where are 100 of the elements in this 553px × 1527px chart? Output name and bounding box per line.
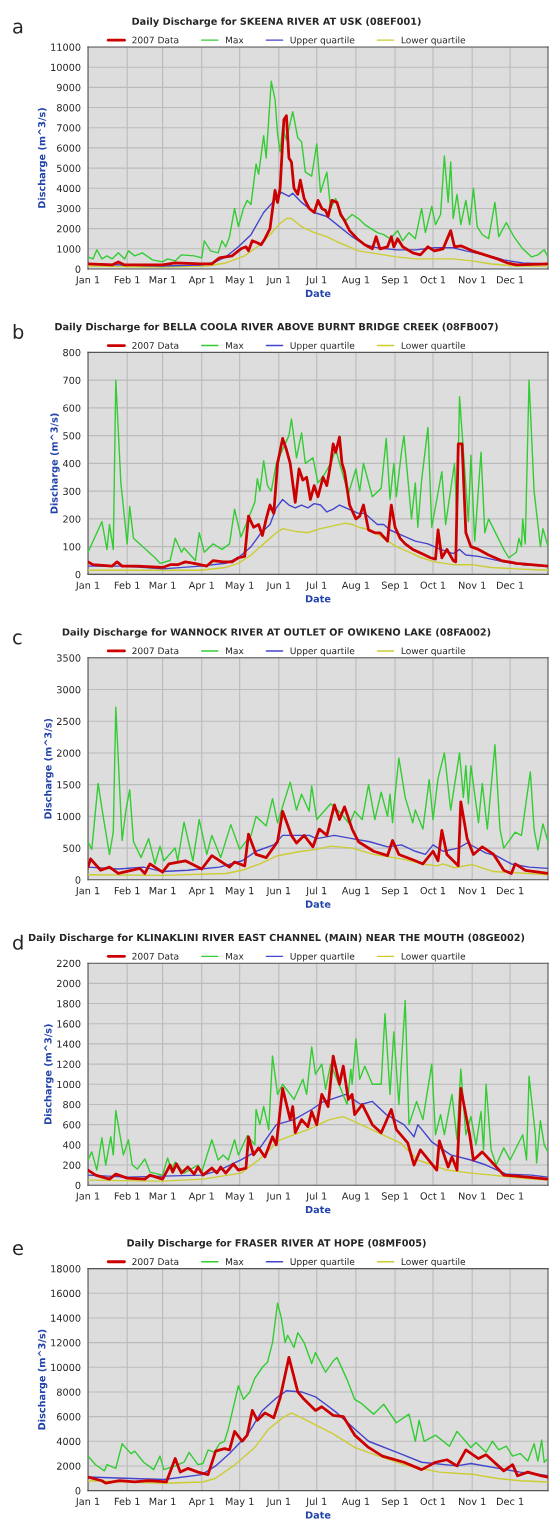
y-tick-label: 2000: [57, 979, 81, 988]
x-tick-label: Oct 1: [420, 276, 446, 284]
x-tick-label: May 1: [225, 1192, 254, 1202]
x-tick-label: Apr 1: [188, 887, 214, 897]
x-tick-label: Jan 1: [75, 1192, 100, 1202]
legend-label: Max: [226, 1258, 244, 1266]
x-axis-title: Date: [305, 1511, 331, 1519]
y-tick-label: 0: [75, 570, 81, 579]
y-tick-label: 16000: [51, 1289, 81, 1298]
x-tick-label: Dec 1: [497, 581, 524, 589]
x-tick-label: Aug 1: [341, 276, 370, 286]
line-series: [88, 80, 548, 263]
x-tick-label: May 1: [225, 581, 254, 591]
line-series: [88, 435, 548, 569]
y-tick-label: 3000: [57, 685, 81, 694]
line-series: [88, 1115, 548, 1182]
x-tick-label: Mar 1: [149, 581, 176, 589]
legend-label: Lower quartile: [401, 36, 466, 46]
y-tick-label: 8000: [56, 1388, 81, 1396]
x-axis-title: Date: [305, 900, 331, 908]
x-tick-label: Feb 1: [114, 1192, 140, 1200]
text: e: [13, 1244, 23, 1256]
x-tick-label: Dec 1: [497, 887, 524, 895]
y-tick-label: 10000: [51, 1363, 81, 1372]
y-tick-label: 8000: [56, 104, 81, 112]
legend-label: Max: [226, 647, 244, 655]
x-tick-label: Jul 1: [305, 1192, 327, 1202]
line-series: [88, 522, 548, 571]
x-tick-label: Feb 1: [114, 581, 140, 589]
y-tick-label: 400: [62, 459, 81, 468]
x-tick-label: Aug 1: [341, 581, 370, 591]
y-tick-label: 11000: [51, 43, 81, 51]
legend-label: Max: [226, 36, 244, 44]
line-series: [88, 706, 548, 865]
x-tick-label: Nov 1: [459, 581, 486, 589]
x-tick-label: Apr 1: [188, 581, 214, 591]
line-series: [88, 834, 548, 873]
x-tick-label: Jul 1: [305, 275, 327, 286]
x-tick-label: Sep 1: [381, 1192, 408, 1202]
chart-title: Daily Discharge for BELLA COOLA RIVER ABOVE BURNT BRIDGE CREEK (08FB007): [55, 322, 498, 333]
y-tick-label: 3500: [57, 654, 81, 662]
y-tick-label: 12000: [51, 1339, 81, 1347]
y-tick-label: 1000: [57, 812, 81, 821]
y-tick-label: 2000: [57, 749, 81, 757]
line-series: [88, 1054, 548, 1181]
y-tick-label: 18000: [51, 1265, 81, 1273]
text: b: [13, 323, 24, 340]
legend-label: Upper quartile: [290, 647, 355, 656]
x-tick-label: May 1: [225, 887, 254, 897]
x-tick-label: May 1: [225, 276, 254, 286]
y-tick-label: 200: [63, 515, 81, 523]
x-tick-label: Dec 1: [497, 276, 524, 284]
y-tick-label: 800: [63, 348, 81, 357]
y-tick-label: 0: [75, 876, 81, 884]
x-tick-label: Oct 1: [420, 886, 446, 895]
y-tick-label: 600: [63, 1121, 81, 1129]
x-tick-label: Nov 1: [459, 1192, 486, 1200]
y-tick-label: 1000: [57, 1080, 81, 1089]
x-tick-label: Dec 1: [497, 1497, 524, 1506]
x-tick-label: Dec 1: [497, 1192, 524, 1200]
x-tick-label: Mar 1: [149, 276, 176, 284]
legend-label: 2007 Data: [132, 647, 179, 655]
x-tick-label: Feb 1: [114, 275, 140, 284]
y-tick-label: 0: [75, 265, 81, 273]
y-tick-label: 300: [63, 487, 81, 495]
x-tick-label: Jun 1: [266, 887, 291, 897]
y-tick-label: 500: [63, 432, 81, 440]
x-tick-label: Jul 1: [305, 581, 327, 591]
x-tick-label: Jan 1: [75, 581, 100, 591]
y-axis-title: Discharge (m^3/s): [37, 108, 48, 208]
text: c: [13, 633, 22, 645]
x-tick-label: Aug 1: [341, 887, 370, 897]
x-tick-label: Mar 1: [149, 1497, 176, 1506]
x-tick-label: Apr 1: [188, 1497, 214, 1507]
legend-label: Lower quartile: [401, 952, 466, 962]
y-tick-label: 1000: [57, 245, 81, 253]
y-tick-label: 1600: [57, 1020, 81, 1028]
legend-label: Max: [226, 952, 244, 960]
line-series: [88, 1390, 548, 1481]
y-tick-label: 400: [62, 1141, 81, 1149]
y-tick-label: 4000: [56, 184, 81, 193]
chart-title: Daily Discharge for WANNOCK RIVER AT OUTLET OF OWIKENO LAKE (08FA002): [62, 628, 491, 638]
x-tick-label: Oct 1: [420, 1497, 446, 1506]
legend-label: Upper quartile: [290, 1258, 355, 1267]
x-tick-label: Jan 1: [75, 276, 100, 286]
x-axis-title: Date: [305, 1206, 331, 1214]
x-tick-label: Apr 1: [188, 1192, 214, 1202]
y-tick-label: 9000: [56, 83, 81, 92]
y-axis-title: Discharge (m^3/s): [44, 1024, 54, 1125]
x-tick-label: Feb 1: [114, 1497, 140, 1506]
x-axis-title: Date: [305, 289, 331, 298]
x-tick-label: Oct 1: [420, 581, 446, 589]
x-tick-label: Jun 1: [266, 1192, 291, 1202]
x-tick-label: Mar 1: [149, 887, 176, 895]
y-tick-label: 1800: [57, 1000, 81, 1008]
legend-label: Lower quartile: [401, 341, 466, 351]
legend-label: Upper quartile: [290, 36, 355, 46]
y-tick-label: 6000: [56, 1413, 81, 1421]
y-tick-label: 0: [75, 1487, 81, 1495]
x-tick-label: Sep 1: [381, 886, 408, 897]
